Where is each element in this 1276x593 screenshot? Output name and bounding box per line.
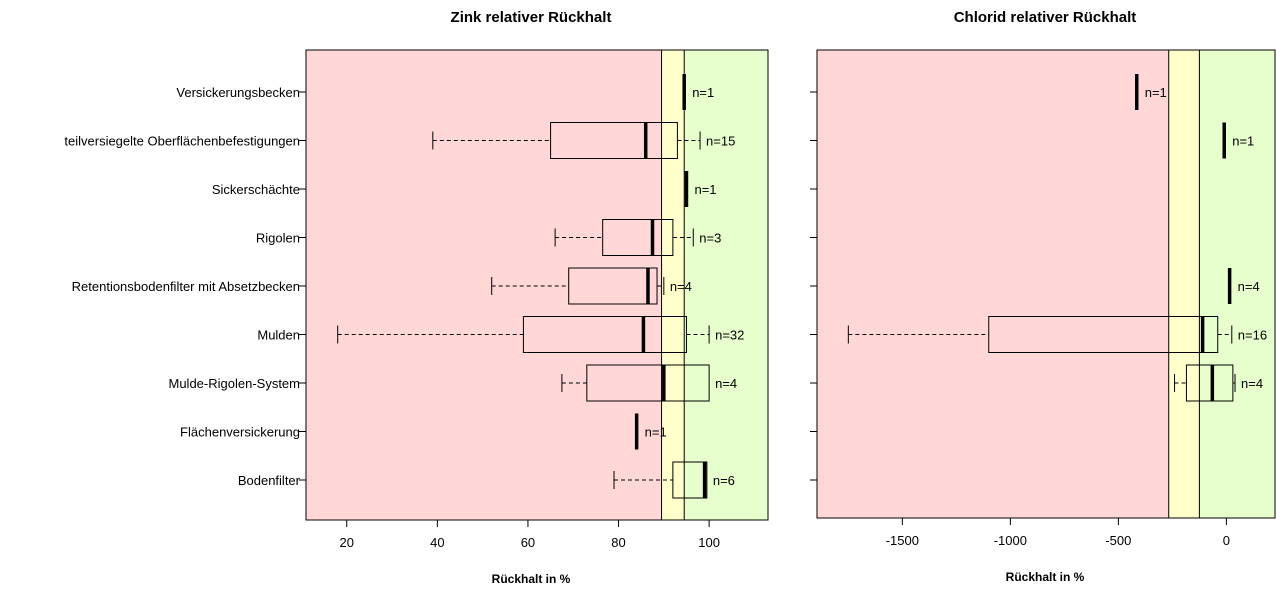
plot-frame (305, 49, 769, 521)
x-tick-label: -1000 (994, 533, 1027, 548)
box-5: n=16 (847, 316, 1267, 353)
box-3: n=3 (554, 219, 721, 256)
box-0: n=1 (1134, 74, 1167, 110)
x-tick-label: 60 (521, 535, 535, 550)
iqr-box (602, 219, 674, 256)
category-label: Rigolen (256, 231, 300, 246)
iqr-box (1185, 364, 1234, 402)
n-label: n=15 (706, 134, 735, 149)
iqr-box (988, 316, 1219, 353)
n-label: n=1 (1232, 134, 1254, 149)
iqr-box (550, 122, 678, 159)
n-label: n=6 (713, 473, 735, 488)
zone-band-0 (306, 50, 662, 520)
n-label: n=3 (699, 231, 721, 246)
zone-band-2 (684, 50, 768, 520)
x-tick-label: 40 (430, 535, 444, 550)
box-6: n=4 (561, 364, 737, 402)
n-label: n=1 (692, 85, 714, 100)
x-tick-label: -1500 (886, 533, 919, 548)
n-label: n=4 (670, 279, 692, 294)
chart-title: Zink relativer Rückhalt (451, 9, 612, 26)
x-tick-label: -500 (1105, 533, 1131, 548)
box-5: n=32 (337, 316, 744, 353)
category-label: Flächenversickerung (180, 425, 300, 440)
iqr-box (672, 461, 708, 499)
zink-panel: Zink relativer Rückhalt 20 40 60 80 100 Rückha… (64, 9, 769, 586)
x-tick-label: 20 (340, 535, 354, 550)
x-tick-label: 0 (1223, 533, 1230, 548)
n-label: n=4 (1241, 376, 1263, 391)
n-label: n=32 (715, 328, 744, 343)
category-label: Bodenfilter (238, 473, 301, 488)
category-label: Mulden (257, 328, 300, 343)
x-tick-label: 100 (698, 535, 720, 550)
x-tick-label: 80 (611, 535, 625, 550)
category-label: Retentionsbodenfilter mit Absetzbecken (72, 279, 300, 294)
n-label: n=4 (715, 376, 737, 391)
iqr-box (586, 364, 710, 402)
box-8: n=6 (613, 461, 735, 499)
zone-band-1 (1168, 50, 1200, 518)
plot-frame (816, 49, 1276, 519)
chlorid-panel: Chlorid relativer Rückhalt -1500 -1000 -500… (810, 9, 1276, 584)
chart-title: Chlorid relativer Rückhalt (954, 9, 1137, 26)
box-1: n=15 (432, 122, 735, 159)
box-0: n=1 (682, 74, 714, 110)
x-axis-label: Rückhalt in % (492, 572, 571, 586)
n-label: n=1 (694, 182, 716, 197)
box-1: n=1 (1222, 122, 1254, 159)
iqr-box (522, 316, 687, 353)
category-label: teilversiegelte Oberflächenbefestigungen (64, 134, 300, 149)
box-7: n=1 (634, 413, 667, 450)
zone-band-2 (1199, 50, 1275, 518)
n-label: n=4 (1238, 279, 1260, 294)
n-label: n=1 (645, 425, 667, 440)
iqr-box (568, 267, 658, 305)
zone-band-0 (817, 50, 1169, 518)
category-label: Versickerungsbecken (176, 85, 300, 100)
category-label: Mulde-Rigolen-System (169, 376, 301, 391)
box-6: n=4 (1174, 364, 1263, 402)
category-label: Sickerschächte (212, 182, 300, 197)
n-label: n=16 (1238, 328, 1267, 343)
n-label: n=1 (1145, 85, 1167, 100)
x-axis-label: Rückhalt in % (1006, 570, 1085, 584)
box-2: n=1 (684, 171, 717, 207)
box-4: n=4 (491, 267, 692, 305)
box-4: n=4 (1227, 268, 1260, 304)
zone-band-1 (661, 50, 685, 520)
